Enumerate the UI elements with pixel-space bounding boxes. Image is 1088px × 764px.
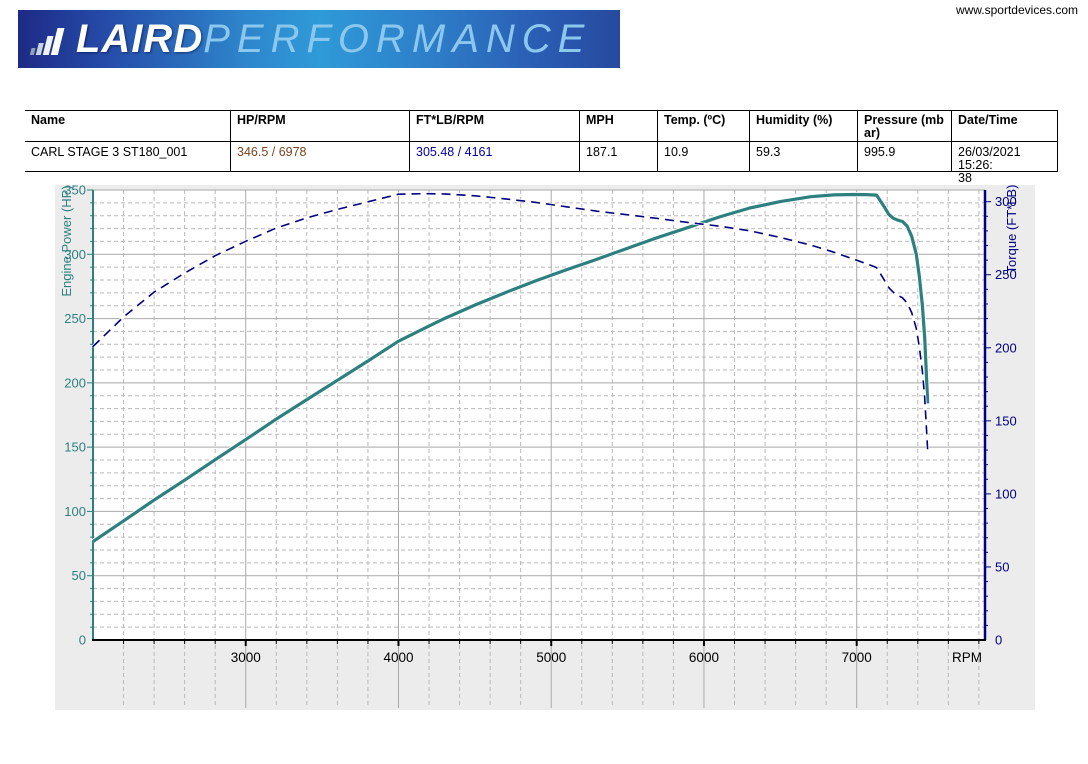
svg-text:150: 150 (995, 413, 1017, 428)
column-header-datetime: Date/Time (952, 110, 1058, 142)
run-humidity-cell: 59.3 (750, 142, 858, 172)
logo-text-secondary: PERFORMANCE (203, 17, 592, 61)
svg-text:350: 350 (64, 185, 86, 198)
svg-text:5000: 5000 (536, 650, 566, 665)
column-header-hp-rpm: HP/RPM (231, 110, 410, 142)
svg-text:50: 50 (995, 559, 1009, 574)
svg-text:4000: 4000 (383, 650, 413, 665)
svg-text:300: 300 (995, 194, 1017, 209)
column-header-name: Name (25, 110, 231, 142)
run-datetime-cell: 26/03/2021 15:26: 38 (952, 142, 1058, 185)
column-header-ftlb-rpm: FT*LB/RPM (410, 110, 580, 142)
svg-text:0: 0 (79, 633, 86, 648)
svg-text:3000: 3000 (231, 650, 261, 665)
run-name-cell: CARL STAGE 3 ST180_001 (25, 142, 231, 172)
run-mph-cell: 187.1 (580, 142, 658, 172)
column-header-temp: Temp. (ºC) (658, 110, 750, 142)
svg-text:200: 200 (64, 375, 86, 390)
svg-text:100: 100 (995, 486, 1017, 501)
run-ftlb-rpm-cell: 305.48 / 4161 (410, 142, 580, 172)
logo-text-primary: LAIRD (76, 17, 204, 61)
dyno-chart: 3000 4000 5000 6000 7000 RPM 0 50 100 150 200 250 30… (55, 185, 1035, 710)
svg-text:100: 100 (64, 504, 86, 519)
run-pressure-cell: 995.9 (858, 142, 952, 172)
run-results-table: Name HP/RPM FT*LB/RPM MPH Temp. (ºC) Hum… (25, 110, 1058, 185)
svg-text:250: 250 (995, 267, 1017, 282)
svg-text:Engine Power (HP): Engine Power (HP) (59, 185, 74, 296)
svg-text:200: 200 (995, 340, 1017, 355)
svg-text:250: 250 (64, 311, 86, 326)
svg-text:150: 150 (64, 440, 86, 455)
run-temp-cell: 10.9 (658, 142, 750, 172)
svg-text:6000: 6000 (689, 650, 719, 665)
svg-text:300: 300 (64, 247, 86, 262)
column-header-pressure: Pressure (mb ar) (858, 110, 952, 142)
svg-text:7000: 7000 (842, 650, 872, 665)
column-header-humidity: Humidity (%) (750, 110, 858, 142)
run-hp-rpm-cell: 346.5 / 6978 (231, 142, 410, 172)
svg-text:50: 50 (72, 568, 86, 583)
website-url: www.sportdevices.com (955, 3, 1078, 17)
power-torque-plot: 3000 4000 5000 6000 7000 RPM05010015020025030… (59, 185, 1019, 708)
column-header-mph: MPH (580, 110, 658, 142)
svg-text:RPM: RPM (952, 650, 982, 665)
svg-text:0: 0 (995, 633, 1002, 648)
logo-banner: LAIRD PERFORMANCE (18, 10, 620, 68)
svg-text:Torque (FT*LB): Torque (FT*LB) (1004, 185, 1019, 273)
ascending-bars-chart-icon (30, 28, 65, 55)
